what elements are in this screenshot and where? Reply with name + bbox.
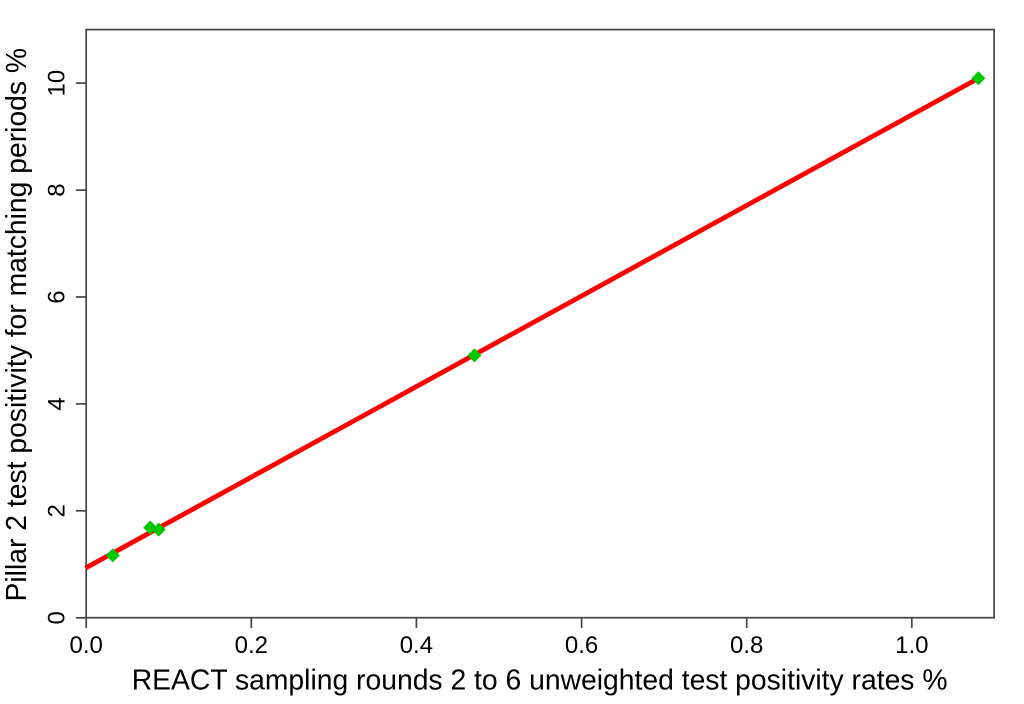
svg-text:4: 4 <box>44 397 71 410</box>
svg-text:0.0: 0.0 <box>70 632 103 659</box>
svg-text:0.8: 0.8 <box>730 632 763 659</box>
svg-text:10: 10 <box>44 70 71 97</box>
svg-text:Pillar 2 test positivity for m: Pillar 2 test positivity for matching pe… <box>0 48 32 602</box>
svg-text:0.2: 0.2 <box>235 632 268 659</box>
svg-text:6: 6 <box>44 290 71 303</box>
svg-text:2: 2 <box>44 504 71 517</box>
svg-text:0.4: 0.4 <box>400 632 433 659</box>
svg-text:8: 8 <box>44 183 71 196</box>
svg-text:1.0: 1.0 <box>895 632 928 659</box>
svg-text:0: 0 <box>44 611 71 624</box>
svg-text:REACT sampling rounds 2 to 6 u: REACT sampling rounds 2 to 6 unweighted … <box>132 663 948 695</box>
svg-text:0.6: 0.6 <box>565 632 598 659</box>
